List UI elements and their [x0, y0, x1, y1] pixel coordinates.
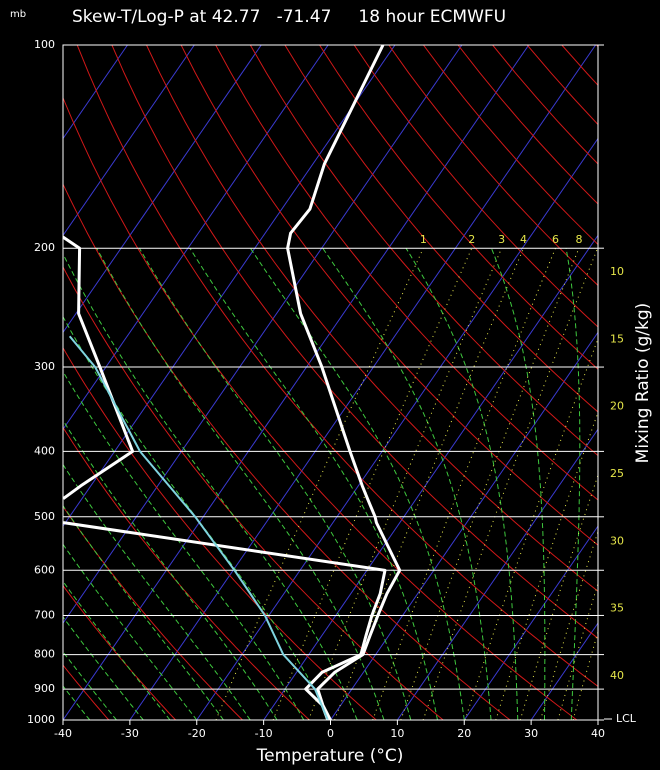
dry-adiabat — [63, 96, 578, 720]
dry-adiabat — [457, 45, 598, 205]
mixing-ratio-label: 1 — [420, 233, 427, 246]
y-tick-label: 800 — [34, 648, 55, 661]
dry-adiabat — [63, 346, 377, 720]
isotherm — [129, 45, 597, 720]
dry-adiabat — [249, 45, 598, 457]
mixing-ratio-label: 25 — [610, 467, 624, 480]
moist-adiabat — [490, 248, 546, 720]
y-tick-label: 500 — [34, 510, 55, 523]
x-tick-label: -40 — [54, 727, 72, 740]
moist-adiabat — [565, 248, 581, 720]
x-axis-label: Temperature (°C) — [256, 746, 404, 766]
profile-line — [68, 335, 329, 720]
isotherm — [263, 234, 598, 720]
dry-adiabat — [63, 664, 110, 720]
isotherm — [63, 45, 396, 528]
mixing-ratio-label: 3 — [498, 233, 505, 246]
dry-adiabat — [63, 183, 511, 720]
x-tick-label: 40 — [591, 727, 605, 740]
isotherm — [196, 137, 598, 720]
profile-line — [286, 45, 402, 720]
mixing-ratio-label: 35 — [610, 602, 624, 615]
y-tick-label: 1000 — [27, 713, 55, 726]
x-tick-label: 30 — [524, 727, 538, 740]
y2-axis-label: Mixing Ratio (g/kg) — [633, 303, 653, 464]
x-tick-label: 20 — [457, 727, 471, 740]
mixing-ratio-label: 40 — [610, 669, 624, 682]
y-tick-label: 300 — [34, 360, 55, 373]
profile-line — [63, 235, 387, 720]
mixing-ratio-label: 20 — [610, 400, 624, 413]
isotherm — [396, 428, 598, 720]
moist-adiabat — [96, 247, 385, 720]
mixing-ratio-line — [400, 248, 580, 720]
mixing-ratio-label: 8 — [575, 233, 582, 246]
moist-adiabat — [405, 247, 519, 720]
x-tick-label: -30 — [121, 727, 139, 740]
mixing-ratio-label: 2 — [468, 233, 475, 246]
x-tick-label: -10 — [255, 727, 273, 740]
y-tick-label: 400 — [34, 444, 55, 457]
mixing-ratio-line — [215, 247, 424, 720]
x-tick-label: 10 — [390, 727, 404, 740]
plot-frame — [62, 44, 599, 721]
mixing-ratio-line — [372, 248, 556, 720]
y-tick-label: 700 — [34, 608, 55, 621]
x-tick-label: 0 — [327, 727, 334, 740]
dry-adiabat — [215, 45, 598, 501]
isotherm — [330, 331, 598, 720]
labels: 1 2 3 4 6 81015202530354010020030040050060070… — [27, 38, 624, 740]
y-tick-label: 600 — [34, 563, 55, 576]
dry-adiabat — [353, 45, 598, 328]
mixing-ratio-label: 10 — [610, 265, 624, 278]
dry-adiabat — [111, 45, 598, 639]
profiles — [63, 45, 402, 720]
lcl-label: LCL — [616, 712, 637, 725]
isotherm — [63, 45, 329, 431]
moist-adiabat — [322, 247, 492, 720]
background-lines — [63, 45, 598, 720]
y-tick-label: 100 — [34, 38, 55, 51]
y-tick-label: 200 — [34, 241, 55, 254]
mixing-ratio-label: 4 — [520, 233, 527, 246]
dry-adiabat — [63, 426, 310, 720]
mixing-ratio-line — [422, 248, 598, 720]
x-tick-label: -20 — [188, 727, 206, 740]
isotherm — [63, 45, 463, 624]
chart-title: Skew-T/Log-P at 42.77 -71.47 18 hour ECM… — [72, 7, 506, 27]
mixing-ratio-label: 15 — [610, 332, 624, 345]
isotherm — [63, 45, 262, 334]
isotherm — [63, 45, 530, 720]
unit-label: mb — [10, 9, 26, 20]
dry-adiabat — [63, 265, 444, 720]
isotherm — [63, 45, 195, 237]
moist-adiabat — [249, 247, 465, 720]
mixing-ratio-line — [272, 247, 473, 720]
mixing-ratio-line — [464, 337, 598, 720]
mixing-ratio-label: 30 — [610, 534, 624, 547]
mixing-ratio-label: 6 — [552, 233, 559, 246]
y-tick-label: 900 — [34, 682, 55, 695]
moist-adiabat — [63, 650, 117, 720]
moist-adiabat — [63, 370, 305, 720]
dry-adiabat — [76, 45, 598, 688]
dry-adiabat — [319, 45, 598, 370]
dry-adiabat — [284, 45, 598, 413]
isotherm — [463, 525, 598, 720]
dry-adiabat — [180, 45, 598, 546]
dry-adiabat — [146, 45, 598, 592]
